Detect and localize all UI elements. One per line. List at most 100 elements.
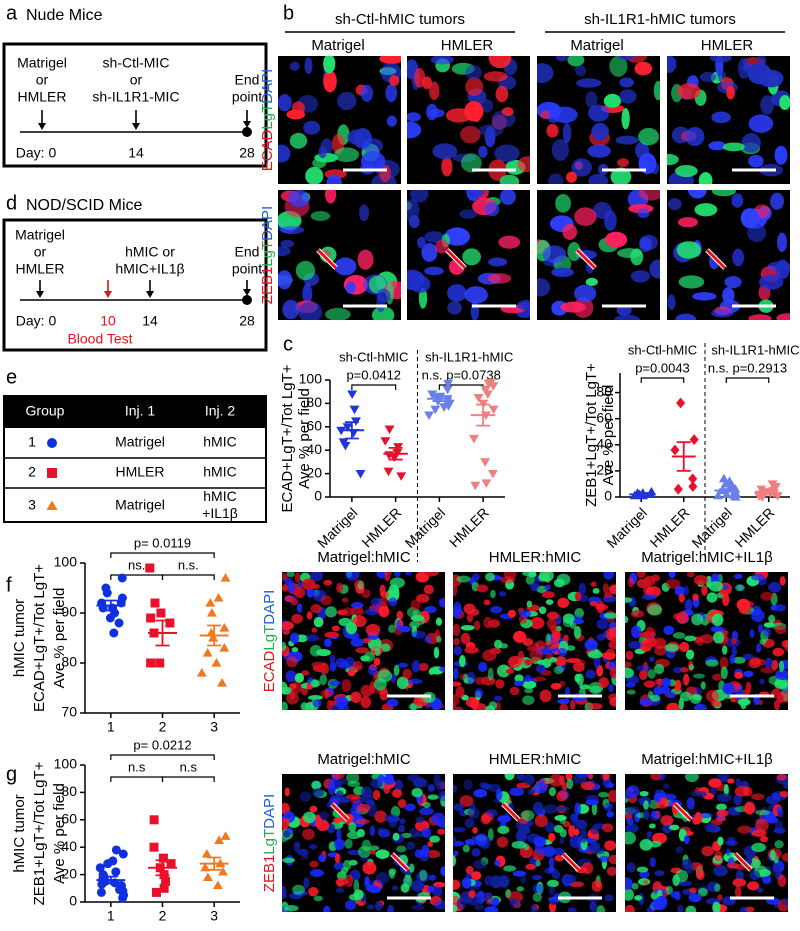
cell xyxy=(738,604,751,615)
cell xyxy=(684,863,695,874)
cell xyxy=(755,809,770,815)
label: 40 xyxy=(306,441,322,457)
cell xyxy=(698,172,713,184)
cell xyxy=(547,611,559,620)
cell xyxy=(484,126,496,148)
cell xyxy=(411,630,426,639)
label: Matrigel:hMIC+IL1β xyxy=(641,751,773,768)
cell xyxy=(735,584,745,592)
cell xyxy=(294,572,301,583)
dot xyxy=(676,397,686,409)
cell xyxy=(453,637,460,646)
cell xyxy=(497,815,512,823)
cell xyxy=(705,689,719,703)
cell xyxy=(411,904,425,911)
cell xyxy=(673,667,683,674)
label: Matrigel xyxy=(15,227,65,243)
cell xyxy=(483,599,491,606)
cell xyxy=(362,138,384,154)
cell xyxy=(648,823,656,829)
cell xyxy=(375,871,390,885)
cell xyxy=(488,56,512,69)
cell xyxy=(341,778,348,785)
cell xyxy=(284,787,290,797)
label: Ave % per field xyxy=(51,588,68,689)
cell xyxy=(304,57,313,75)
label: 3 xyxy=(28,497,36,513)
label: End xyxy=(235,72,260,88)
cell xyxy=(596,600,605,614)
label: 20 xyxy=(596,462,612,478)
dot xyxy=(342,423,353,432)
cell xyxy=(590,826,600,835)
cell xyxy=(584,639,598,651)
cell xyxy=(306,611,313,620)
dot xyxy=(109,628,119,638)
cell xyxy=(692,593,699,601)
cell xyxy=(389,75,400,86)
cell xyxy=(361,786,373,798)
label: Matrigel xyxy=(17,55,67,71)
cell xyxy=(352,615,367,628)
cell xyxy=(643,810,650,820)
cell xyxy=(360,84,374,102)
cell xyxy=(327,778,343,790)
cell xyxy=(334,257,357,276)
cell xyxy=(593,655,601,669)
cell xyxy=(326,174,342,184)
cells xyxy=(407,56,530,184)
dot xyxy=(97,879,107,889)
cell xyxy=(467,190,485,198)
cell xyxy=(519,610,532,617)
label: 2 xyxy=(28,464,36,480)
label: 1 xyxy=(28,434,36,450)
cell xyxy=(573,662,585,673)
cell xyxy=(301,670,310,676)
cell xyxy=(476,584,489,593)
cell xyxy=(604,209,617,231)
cell xyxy=(432,143,458,160)
cell xyxy=(393,664,400,676)
dot xyxy=(443,379,454,389)
label: 100 xyxy=(299,371,323,387)
label: Matrigel xyxy=(402,504,449,551)
cells xyxy=(282,572,445,710)
cell xyxy=(392,832,400,841)
cell xyxy=(535,860,541,867)
cell xyxy=(501,107,514,117)
cell xyxy=(517,156,530,173)
cell xyxy=(495,701,501,710)
cell xyxy=(562,122,572,144)
label: Matrigel xyxy=(688,504,735,551)
cell xyxy=(282,299,300,320)
cell xyxy=(581,862,594,875)
dot xyxy=(118,893,128,903)
cell xyxy=(675,164,698,178)
cell xyxy=(601,823,614,833)
cell xyxy=(608,627,616,638)
cell xyxy=(731,630,739,640)
cell xyxy=(423,584,434,595)
cell xyxy=(296,603,303,613)
label: Inj. 1 xyxy=(125,403,156,419)
cell xyxy=(625,831,636,845)
cell xyxy=(463,603,476,614)
cell xyxy=(463,673,469,684)
cell xyxy=(729,654,736,665)
dot xyxy=(145,563,155,573)
cell xyxy=(357,580,364,590)
cell xyxy=(694,811,703,824)
cell xyxy=(606,811,615,818)
cell xyxy=(566,645,576,651)
cell xyxy=(571,158,592,177)
cell xyxy=(589,841,600,852)
cell xyxy=(625,597,633,603)
cell xyxy=(478,661,488,672)
cell xyxy=(659,686,671,695)
cell xyxy=(694,703,707,710)
stain-label: ZEB1LgTDAPI xyxy=(259,206,276,304)
cell xyxy=(429,835,440,843)
cell xyxy=(324,631,339,639)
label: Ave % per field xyxy=(51,783,68,884)
cell xyxy=(416,236,426,249)
